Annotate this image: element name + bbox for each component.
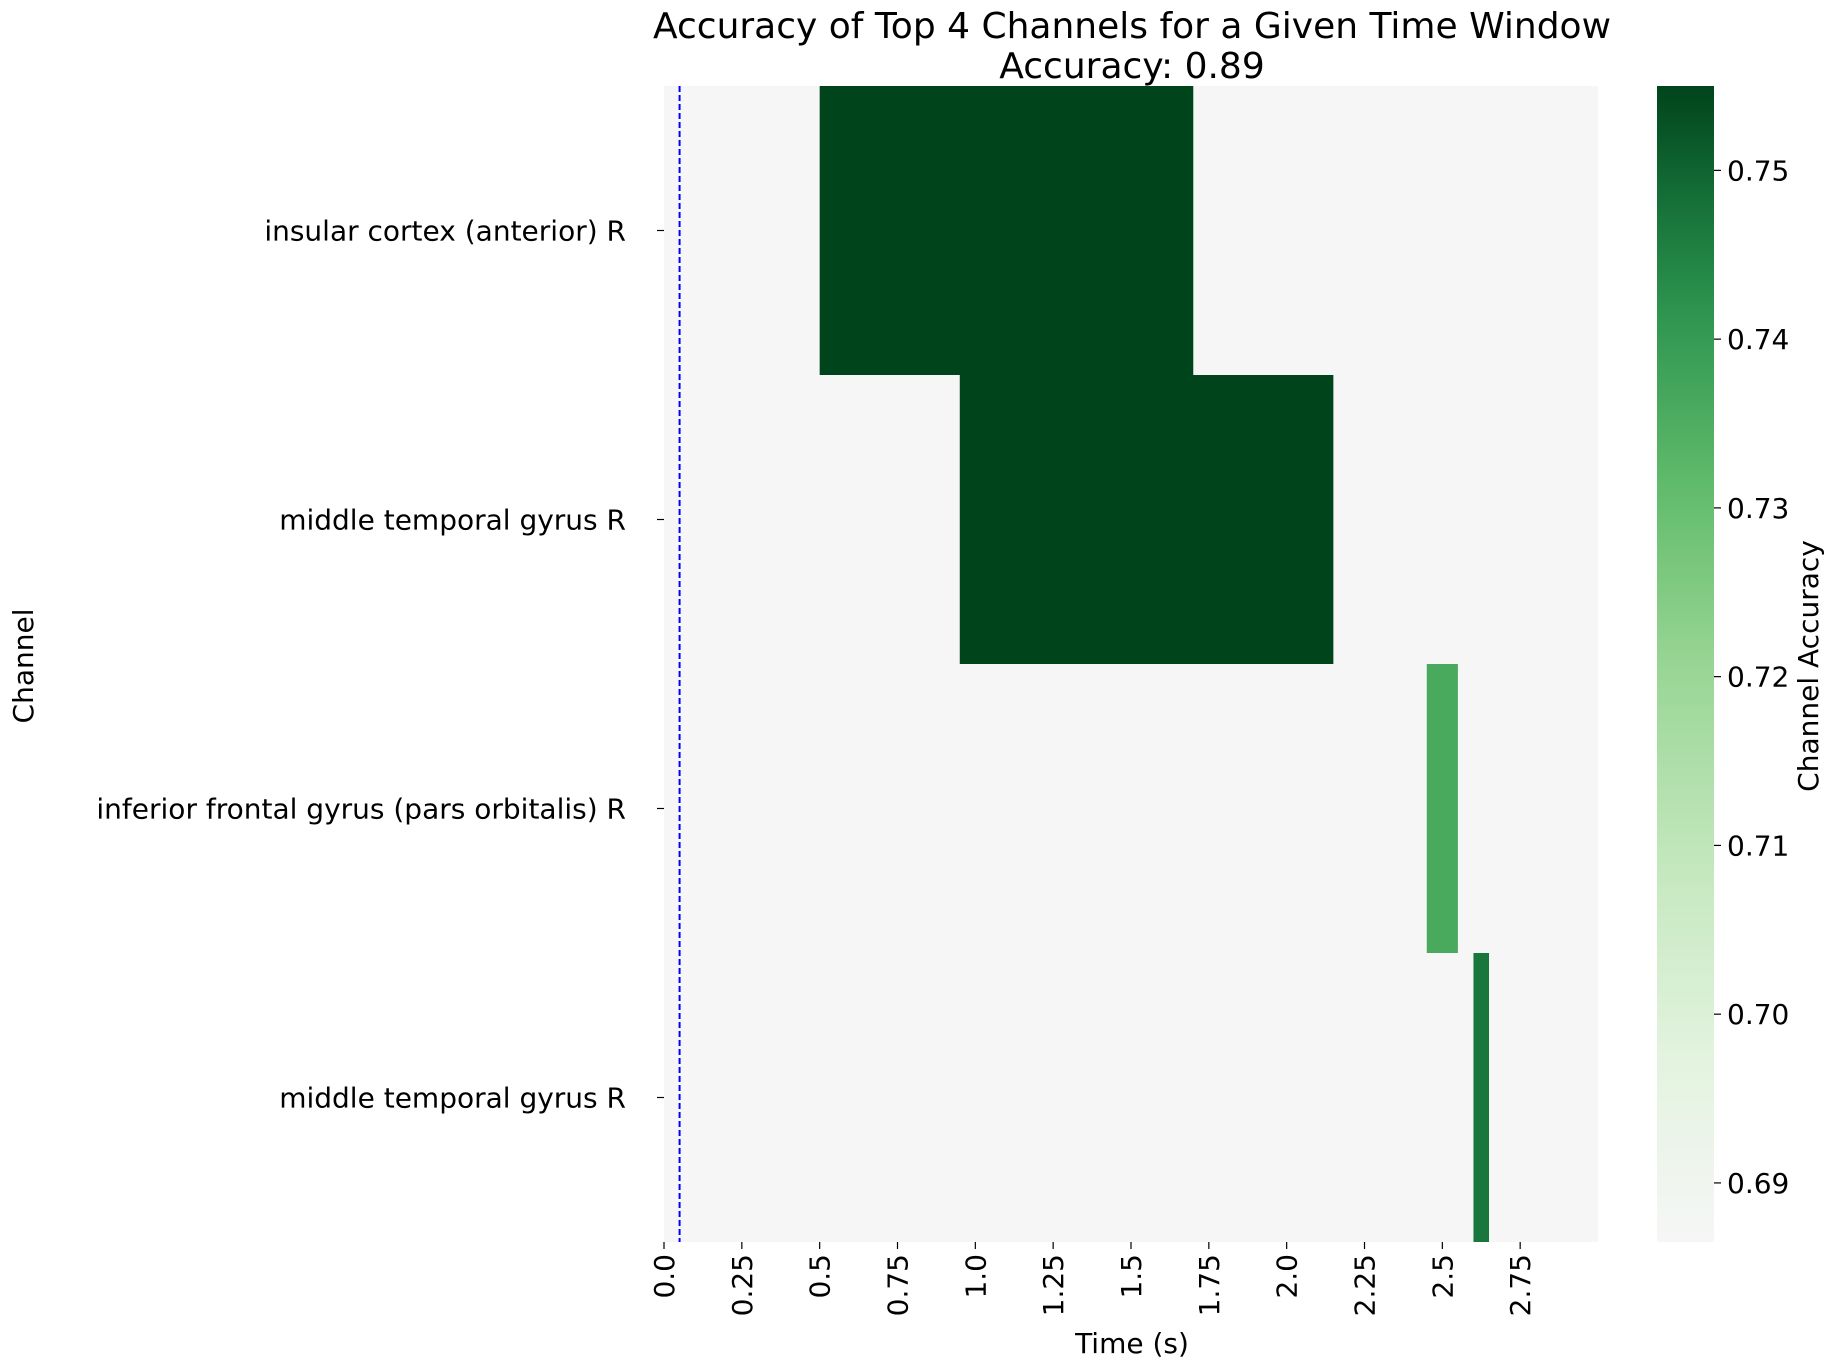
colorbar-label: Channel Accuracy [1792, 540, 1825, 792]
x-tick-label: 1.25 [1037, 1254, 1070, 1316]
x-tick-label: 2.25 [1349, 1254, 1382, 1316]
x-tick-label: 2.5 [1426, 1254, 1459, 1299]
x-tick-label: 0.75 [882, 1254, 915, 1316]
colorbar-tick-label: 0.69 [1727, 1167, 1789, 1200]
x-tick-label: 2.75 [1504, 1254, 1537, 1316]
heatmap-cell-1 [819, 86, 1194, 375]
x-tick-label: 0.25 [726, 1254, 759, 1316]
y-tick-label: middle temporal gyrus R [279, 504, 626, 537]
y-axis-label: Channel [7, 609, 40, 724]
chart-subtitle: Accuracy: 0.89 [999, 46, 1264, 87]
colorbar-tick-label: 0.71 [1727, 829, 1789, 862]
y-tick-label: insular cortex (anterior) R [264, 215, 626, 248]
colorbar [1657, 86, 1714, 1242]
colorbar-tick-label: 0.72 [1727, 661, 1789, 694]
colorbar-tick-label: 0.74 [1727, 323, 1789, 356]
chart-title: Accuracy of Top 4 Channels for a Given T… [653, 6, 1611, 47]
heatmap-cell-4 [1473, 953, 1490, 1242]
x-tick-label: 1.75 [1193, 1254, 1226, 1316]
x-tick-label: 0.0 [648, 1254, 681, 1299]
colorbar-tick-label: 0.73 [1727, 492, 1789, 525]
y-tick-label: middle temporal gyrus R [279, 1082, 626, 1115]
colorbar-tick-label: 0.75 [1727, 154, 1789, 187]
x-axis-label: Time (s) [1074, 1327, 1189, 1360]
heatmap-cell-2 [959, 375, 1334, 664]
x-tick-label: 1.0 [959, 1254, 992, 1299]
x-tick-label: 0.5 [804, 1254, 837, 1299]
x-tick-label: 1.5 [1115, 1254, 1148, 1299]
heatmap-cell-3 [1426, 664, 1458, 953]
y-tick-label: inferior frontal gyrus (pars orbitalis) … [96, 793, 626, 826]
colorbar-tick-label: 0.70 [1727, 998, 1789, 1031]
x-tick-label: 2.0 [1271, 1254, 1304, 1299]
